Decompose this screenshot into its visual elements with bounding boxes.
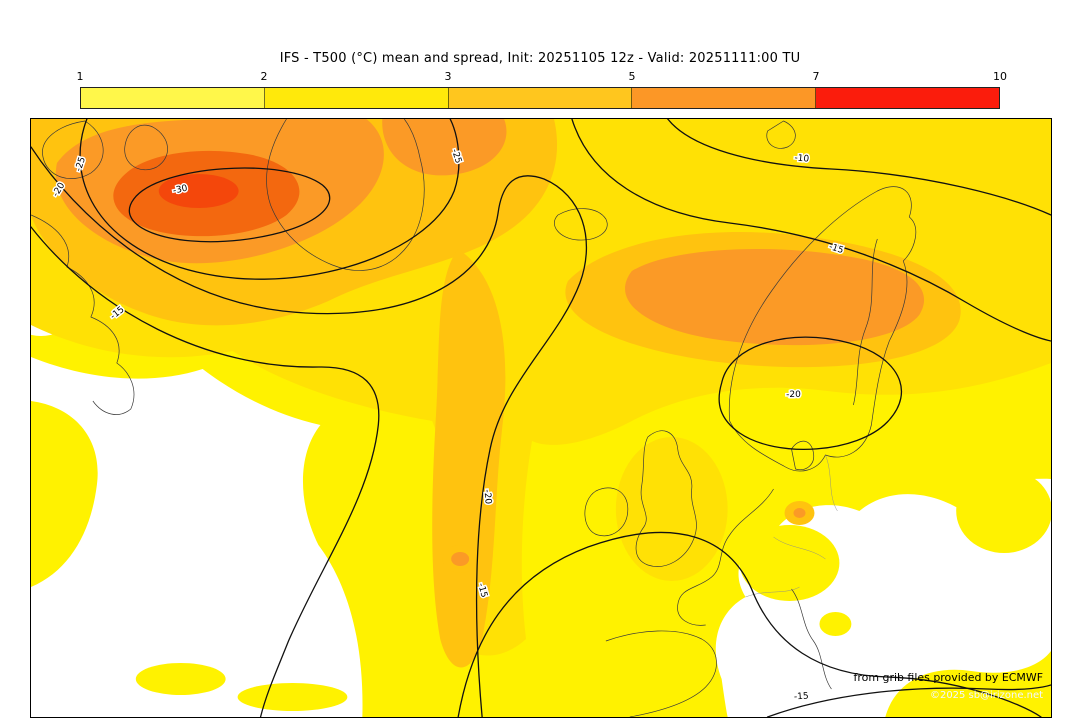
spread-patch [237,683,348,711]
spread-level2-uk [615,437,728,581]
contour-label: -20 [481,489,492,505]
colorbar: 1 2 3 5 7 10 [76,70,1008,112]
contour-label: -30 [172,184,189,197]
spread-patch [31,401,98,587]
contour-minus10-northeast [667,119,1051,216]
colorbar-tick-label: 5 [628,70,636,83]
spread-patch [819,612,852,636]
coast-iceland [554,208,608,241]
spread-patch [739,525,840,601]
contour-minus25 [79,119,460,280]
coast-italy [791,588,832,690]
coast-scandinavia [728,186,917,472]
spread-level4-spot [793,508,806,518]
coast-west-europe [677,488,774,626]
contour-label: -20 [786,390,801,400]
colorbar-segment-2 [264,88,449,108]
contour-minus15-west [31,226,380,717]
colorbar-segment-3 [448,88,633,108]
contour-label: -10 [794,153,810,165]
coast-britain [635,430,697,567]
colorbar-tick-label: 10 [993,70,1007,83]
coastlines [31,119,917,717]
colorbar-segment-4 [632,88,817,108]
spread-patch [956,469,1051,553]
colorbar-tick-label: 1 [76,70,84,83]
colorbar-ticks: 1 2 3 5 7 10 [76,70,1008,84]
coast-denmark [791,440,815,471]
colorbar-tick-label: 7 [812,70,820,83]
spread-level6-core [158,174,239,208]
colorbar-segment-1 [81,88,265,108]
contour-minus15-south [457,531,1042,717]
contour-minus15-southeast [766,684,1051,717]
spread-patch [885,651,1051,717]
contour-label: -25 [449,148,463,165]
contour-label: -15 [794,691,809,702]
coast-baffin [42,120,104,179]
mean-contours [31,119,1051,717]
country-borders [745,454,838,598]
coast-labrador [31,214,135,415]
clear-region-southwest [31,357,363,717]
weather-map-svg: -30 -25 -25 -20 -20 -20 -15 -15 -15 -15 … [31,119,1051,717]
coast-arctic-island [124,124,168,171]
contour-minus20-trough [31,146,588,717]
coast-greenland [266,119,425,271]
spread-patch [135,663,226,695]
coast-svalbard [766,120,796,149]
coast-baltic [853,238,878,406]
credits-source: from grib files provided by ECMWF [854,671,1044,684]
map: -30 -25 -25 -20 -20 -20 -15 -15 -15 -15 … [30,118,1052,718]
coast-ireland [584,487,629,537]
spread-fill-layer [31,119,1051,717]
contour-minus30 [128,167,331,243]
page-title: IFS - T500 (°C) mean and spread, Init: 2… [279,51,801,66]
spread-level4-topcenter [382,119,507,176]
credits: from grib files provided by ECMWF ©2025 … [854,671,1044,701]
colorbar-tick-label: 2 [260,70,268,83]
colorbar-bar [80,87,1000,109]
colorbar-segment-5 [816,88,999,108]
contour-minus15-east [571,119,1051,342]
colorbar-tick-label: 3 [444,70,452,83]
spread-level4-east [625,248,925,346]
credits-copyright: ©2025 sb@irizone.net [930,690,1043,701]
contour-minus20-scandinavia [718,336,903,450]
spread-level4-spot [451,552,470,566]
coast-iberia [605,630,717,717]
